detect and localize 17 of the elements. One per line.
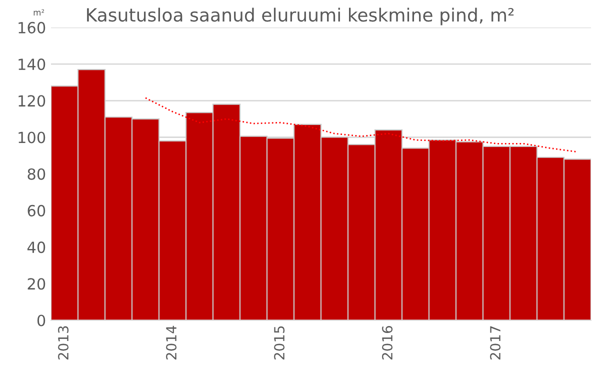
y-tick-label: 80 <box>28 168 46 180</box>
y-tick-label: 0 <box>37 314 46 326</box>
x-tick-label: 2015 <box>274 326 285 360</box>
y-tick-label: 160 <box>18 22 46 34</box>
y-tick-label: 40 <box>27 242 46 254</box>
y-axis-title: m² <box>34 9 44 16</box>
x-tick-label: 2013 <box>58 326 69 360</box>
x-tick-label: 2014 <box>166 326 177 360</box>
y-tick-label: 120 <box>18 95 46 107</box>
chart-title: Kasutusloa saanud eluruumi keskmine pind, m² <box>87 8 514 26</box>
y-tick-label: 140 <box>18 58 46 70</box>
y-tick-label: 20 <box>28 278 46 290</box>
y-tick-label: 100 <box>18 132 46 144</box>
y-tick-label: 60 <box>28 204 46 216</box>
x-tick-label: 2017 <box>490 326 501 360</box>
x-tick-label: 2016 <box>382 326 393 360</box>
line-series <box>144 97 578 153</box>
